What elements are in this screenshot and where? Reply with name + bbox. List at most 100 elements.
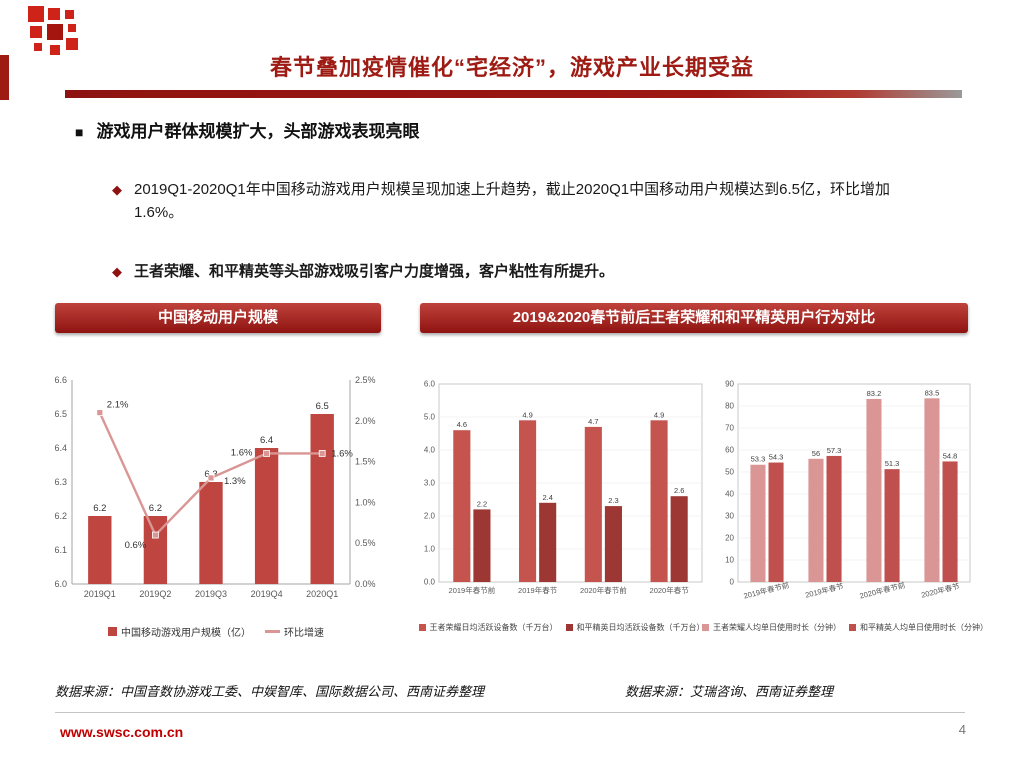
legend-item: 和平精英日均活跃设备数（千万台） (565, 622, 705, 633)
svg-text:2.5%: 2.5% (355, 375, 376, 385)
svg-text:80: 80 (725, 402, 734, 411)
svg-text:2020年春节: 2020年春节 (650, 585, 690, 595)
svg-text:2.0: 2.0 (424, 512, 436, 521)
svg-text:2019Q1: 2019Q1 (84, 589, 116, 599)
section-heading-text: 游戏用户群体规模扩大，头部游戏表现亮眼 (96, 122, 420, 141)
svg-text:83.2: 83.2 (867, 389, 882, 398)
data-source-left: 数据来源：中国音数协游戏工委、中娱智库、国际数据公司、西南证券整理 (55, 685, 485, 700)
svg-text:4.9: 4.9 (654, 410, 664, 419)
legend-item: 和平精英人均单日使用时长（分钟） (849, 622, 988, 633)
svg-text:6.0: 6.0 (424, 380, 436, 389)
svg-text:4.9: 4.9 (522, 410, 532, 419)
svg-text:90: 90 (725, 380, 734, 389)
svg-text:51.3: 51.3 (885, 459, 900, 468)
svg-text:2019Q2: 2019Q2 (139, 589, 171, 599)
legend-swatch (702, 624, 709, 631)
svg-text:2020年春节前: 2020年春节前 (580, 585, 627, 595)
active-devices-bar-chart: 0.0 1.0 2.0 3.0 4.0 5.0 6.0 4.6 2.2 2019年春节前 4.9 2.… (424, 380, 703, 595)
legend-swatch (565, 624, 573, 631)
legend-label: 和平精英人均单日使用时长（分钟） (860, 623, 988, 632)
svg-text:4.7: 4.7 (588, 417, 598, 426)
svg-text:6.2: 6.2 (93, 503, 106, 514)
bullet-item-1: ◆ 2019Q1-2020Q1年中国移动游戏用户规模呈现加速上升趋势，截止202… (112, 178, 924, 224)
bullet-text-2: 王者荣耀、和平精英等头部游戏吸引客户力度增强，客户粘性有所提升。 (134, 263, 615, 280)
svg-text:60: 60 (725, 446, 734, 455)
legend-item: 王者荣耀日均活跃设备数（千万台） (418, 622, 558, 633)
svg-text:4.0: 4.0 (424, 446, 436, 455)
svg-text:54.8: 54.8 (943, 451, 958, 460)
legend-label: 和平精英日均活跃设备数（千万台） (576, 623, 705, 632)
usage-duration-chart-block: 0 10 20 30 40 50 60 70 80 90 53.3 54.3 2019年春节前 56 57.… (702, 368, 988, 633)
svg-text:1.6%: 1.6% (331, 448, 353, 459)
svg-text:2020年春节: 2020年春节 (920, 580, 961, 599)
bullet-item-2: ◆ 王者荣耀、和平精英等头部游戏吸引客户力度增强，客户粘性有所提升。 (112, 260, 932, 283)
svg-text:53.3: 53.3 (751, 455, 766, 464)
svg-text:6.3: 6.3 (54, 477, 67, 487)
svg-text:2019年春节前: 2019年春节前 (449, 585, 496, 595)
svg-text:2019年春节前: 2019年春节前 (742, 579, 790, 600)
mobile-users-chart-block: 6.0 6.1 6.2 6.3 6.4 6.5 6.6 0.0% 0.5% 1.0% 1.5% 2.0… (40, 362, 392, 639)
left-accent-bar (0, 55, 9, 100)
legend-swatch (418, 624, 426, 631)
mobile-users-combo-chart: 6.0 6.1 6.2 6.3 6.4 6.5 6.6 0.0% 0.5% 1.0% 1.5% 2.0… (54, 375, 376, 599)
svg-text:30: 30 (725, 512, 734, 521)
chart-legend: 中国移动游戏用户规模（亿） 环比增速 (40, 624, 392, 639)
svg-text:1.3%: 1.3% (224, 476, 246, 487)
swsc-logo (28, 6, 78, 55)
data-source-right: 数据来源：艾瑞咨询、西南证券整理 (625, 685, 834, 700)
chart-header-user-behavior: 2019&2020春节前后王者荣耀和和平精英用户行为对比 (420, 303, 968, 333)
svg-text:3.0: 3.0 (424, 479, 436, 488)
svg-text:6.6: 6.6 (54, 375, 67, 385)
section-heading: ■ 游戏用户群体规模扩大，头部游戏表现亮眼 (75, 121, 419, 143)
svg-text:2.1%: 2.1% (107, 400, 129, 411)
svg-text:57.3: 57.3 (827, 446, 842, 455)
active-devices-chart-block: 0.0 1.0 2.0 3.0 4.0 5.0 6.0 4.6 2.2 2019年春节前 4.9 2.… (413, 368, 710, 633)
svg-text:2.4: 2.4 (542, 493, 552, 502)
svg-text:6.2: 6.2 (54, 511, 67, 521)
svg-text:70: 70 (725, 424, 734, 433)
svg-text:6.4: 6.4 (260, 435, 273, 446)
svg-text:10: 10 (725, 556, 734, 565)
svg-text:4.6: 4.6 (457, 420, 467, 429)
svg-text:20: 20 (725, 534, 734, 543)
page-number: 4 (958, 722, 966, 737)
svg-text:6.0: 6.0 (54, 579, 67, 589)
legend-label: 环比增速 (284, 628, 324, 639)
legend-swatch (108, 627, 117, 636)
svg-text:2.2: 2.2 (477, 499, 487, 508)
svg-text:5.0: 5.0 (424, 413, 436, 422)
svg-text:0.5%: 0.5% (355, 538, 376, 548)
svg-text:2.0%: 2.0% (355, 416, 376, 426)
svg-text:1.0%: 1.0% (355, 497, 376, 507)
legend-item: 中国移动游戏用户规模（亿） (108, 624, 251, 639)
svg-text:83.5: 83.5 (925, 388, 940, 397)
chart-legend: 王者荣耀人均单日使用时长（分钟） 和平精英人均单日使用时长（分钟） (702, 622, 988, 633)
svg-text:2019Q4: 2019Q4 (251, 589, 283, 599)
diamond-bullet-icon: ◆ (112, 264, 122, 279)
svg-text:2.6: 2.6 (674, 486, 684, 495)
svg-text:6.5: 6.5 (316, 401, 329, 412)
title-divider-bar (65, 90, 962, 98)
legend-swatch (849, 624, 856, 631)
svg-text:1.6%: 1.6% (231, 447, 253, 458)
svg-text:1.0: 1.0 (424, 545, 436, 554)
legend-label: 王者荣耀人均单日使用时长（分钟） (713, 623, 841, 632)
svg-text:2019Q3: 2019Q3 (195, 589, 227, 599)
svg-text:6.4: 6.4 (54, 443, 67, 453)
svg-text:0.0%: 0.0% (355, 579, 376, 589)
svg-text:1.5%: 1.5% (355, 457, 376, 467)
svg-text:56: 56 (812, 449, 820, 458)
svg-text:0: 0 (730, 578, 735, 587)
legend-label: 王者荣耀日均活跃设备数（千万台） (429, 623, 558, 632)
svg-text:0.0: 0.0 (424, 578, 436, 587)
usage-duration-bar-chart: 0 10 20 30 40 50 60 70 80 90 53.3 54.3 2019年春节前 56 57.… (725, 380, 971, 601)
square-bullet-icon: ■ (75, 124, 84, 140)
svg-text:6.5: 6.5 (54, 409, 67, 419)
svg-text:2.3: 2.3 (608, 496, 618, 505)
legend-swatch (265, 630, 280, 633)
svg-text:2020年春节前: 2020年春节前 (858, 579, 906, 600)
chart-legend: 王者荣耀日均活跃设备数（千万台） 和平精英日均活跃设备数（千万台） (413, 622, 710, 633)
diamond-bullet-icon: ◆ (112, 182, 122, 197)
svg-text:2019年春节: 2019年春节 (804, 580, 845, 599)
